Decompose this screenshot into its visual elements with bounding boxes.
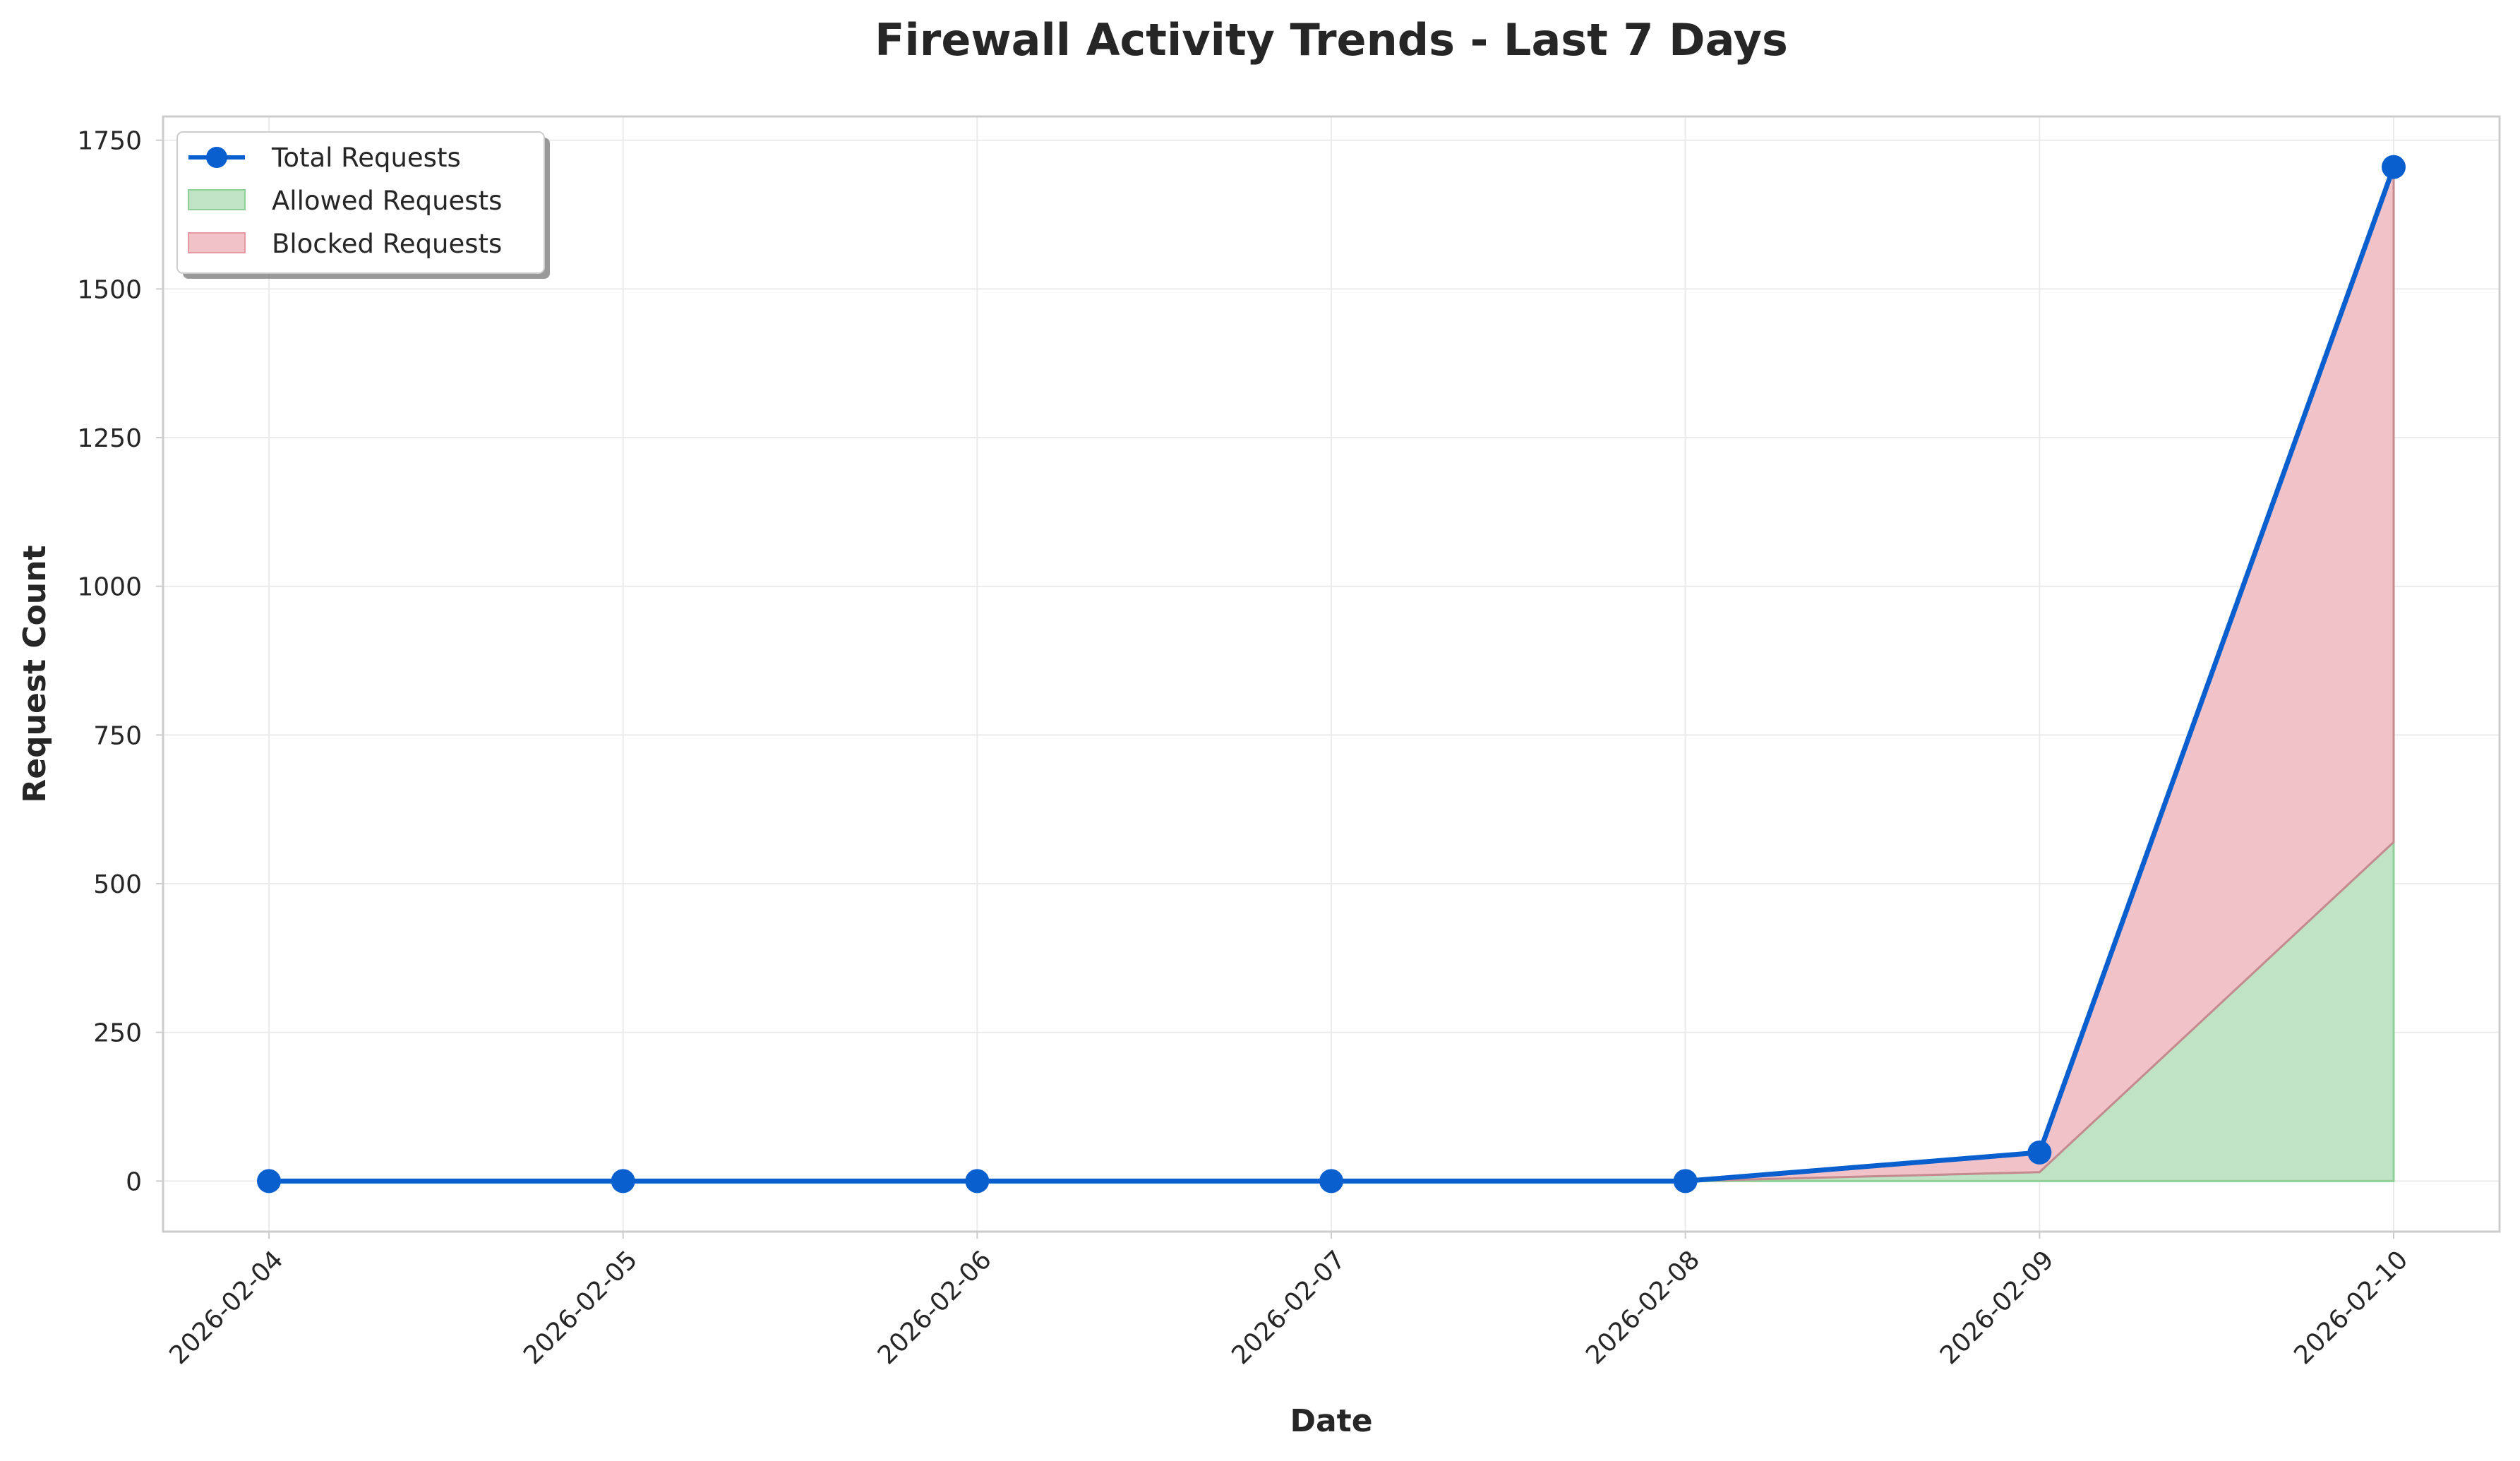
legend-marker-swatch (206, 147, 227, 168)
y-tick-label: 0 (126, 1167, 142, 1196)
y-axis: 0 250 500 750 1000 1250 1500 1750 (77, 127, 163, 1196)
point-total-requests (2027, 1140, 2052, 1165)
y-tick-label: 250 (93, 1019, 142, 1048)
y-tick-label: 1500 (77, 275, 142, 304)
point-total-requests (611, 1169, 635, 1194)
y-tick-label: 1750 (77, 127, 142, 156)
legend-swatch-allowed (188, 189, 246, 210)
point-total-requests (965, 1169, 990, 1194)
point-total-requests (2382, 155, 2406, 179)
point-total-requests (1319, 1169, 1343, 1194)
y-tick-label: 750 (93, 721, 142, 750)
y-axis-title: Request Count (17, 545, 53, 802)
y-tick-label: 1250 (77, 424, 142, 453)
x-axis-title: Date (1290, 1403, 1372, 1439)
legend: Total Requests Allowed Requests Blocked … (176, 131, 550, 279)
y-tick-label: 500 (93, 870, 142, 899)
legend-item-total-requests: Total Requests (188, 143, 461, 173)
legend-label-total: Total Requests (271, 143, 461, 173)
legend-box (176, 131, 545, 274)
legend-swatch-blocked (188, 232, 246, 253)
point-total-requests (257, 1169, 281, 1194)
point-layer (257, 155, 2406, 1194)
legend-item-allowed-requests: Allowed Requests (188, 186, 502, 216)
y-tick-label: 1000 (77, 573, 142, 602)
legend-label-blocked: Blocked Requests (272, 229, 502, 259)
chart-title: Firewall Activity Trends - Last 7 Days (875, 14, 1788, 66)
legend-item-blocked-requests: Blocked Requests (188, 229, 502, 259)
legend-label-allowed: Allowed Requests (272, 186, 502, 216)
point-total-requests (1673, 1169, 1698, 1194)
